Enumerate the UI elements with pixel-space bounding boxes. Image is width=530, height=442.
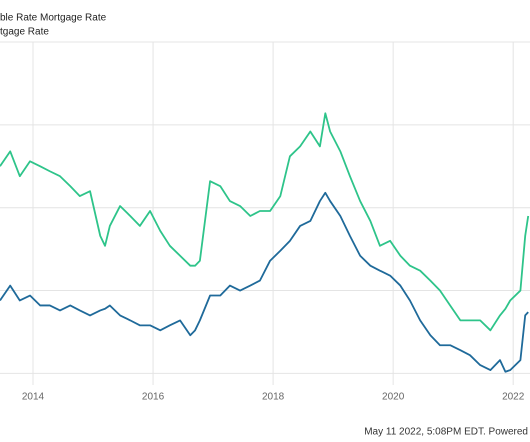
series-line — [0, 112, 530, 332]
x-tick-label: 2020 — [382, 392, 405, 403]
footer: May 11 2022, 5:08PM EDT. Powered — [364, 427, 528, 438]
x-tick-label: 2014 — [22, 392, 45, 403]
legend-label: tgage Rate — [0, 27, 49, 38]
x-tick-label: 2022 — [502, 392, 525, 403]
x-tick-label: 2016 — [142, 392, 165, 403]
series-line — [0, 191, 529, 373]
legend-label: ble Rate Mortgage Rate — [0, 13, 107, 24]
x-tick-label: 2018 — [262, 392, 285, 403]
